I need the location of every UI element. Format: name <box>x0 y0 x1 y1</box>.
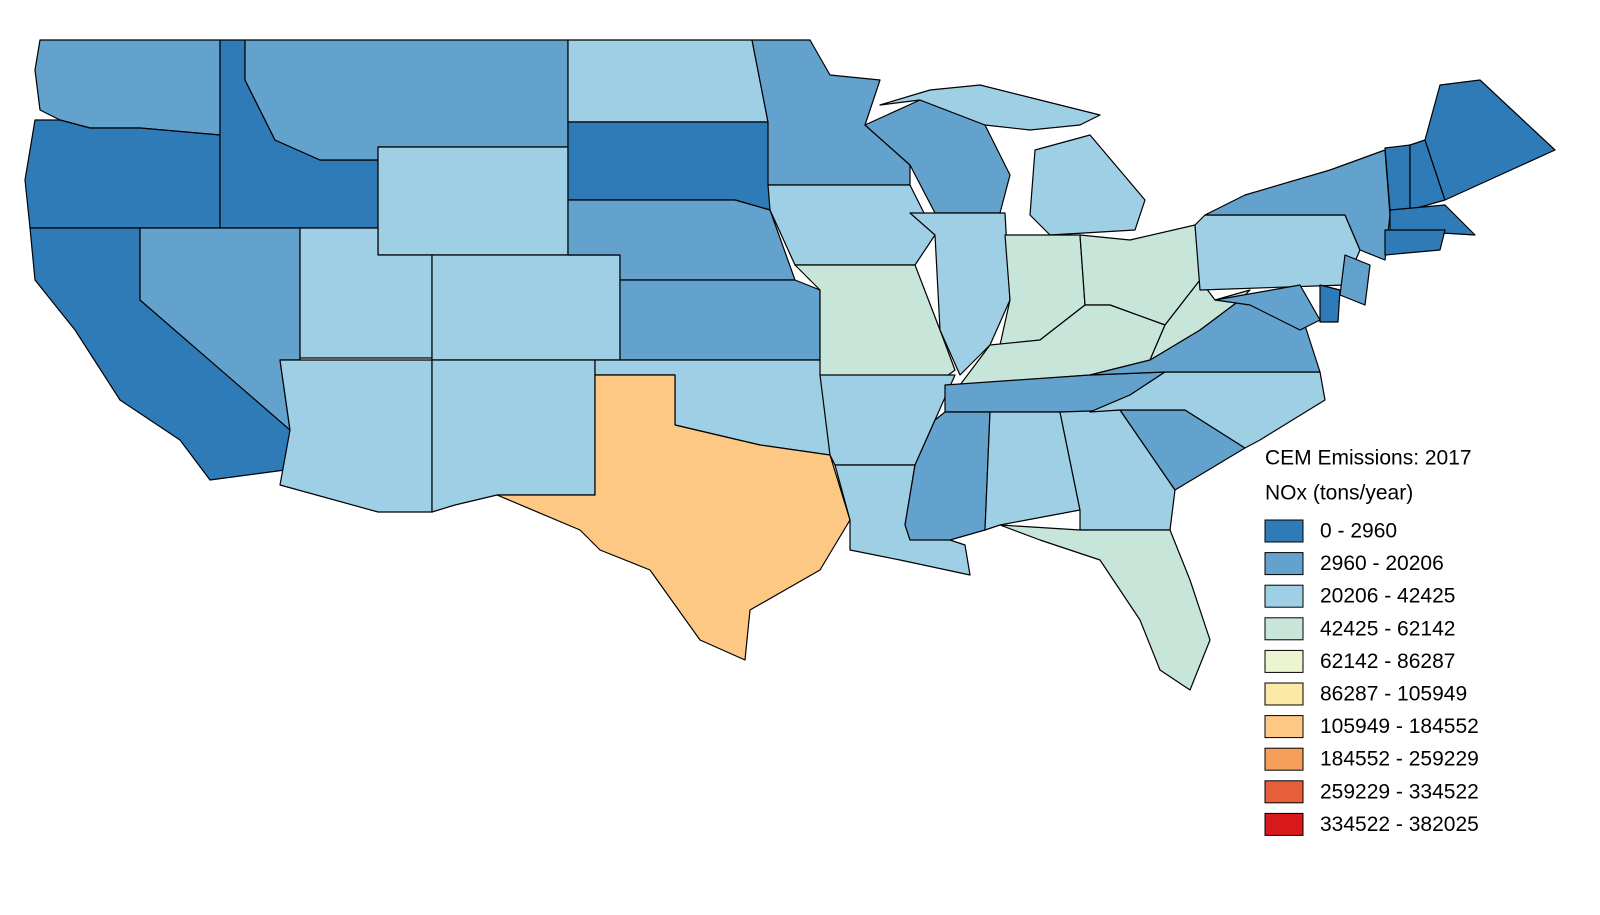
state <box>24 119 221 229</box>
state <box>1029 134 1146 236</box>
legend-label: 105949 - 184552 <box>1320 715 1479 738</box>
state <box>1384 144 1411 211</box>
state <box>984 411 1081 531</box>
legend-swatch <box>1264 649 1304 673</box>
state <box>909 212 1011 376</box>
state <box>619 279 821 361</box>
state <box>1194 214 1361 291</box>
state <box>377 146 569 256</box>
legend-label: 184552 - 259229 <box>1320 748 1479 771</box>
legend-label: 334522 - 382025 <box>1320 813 1479 836</box>
legend-swatch <box>1264 584 1304 608</box>
legend-swatch <box>1264 552 1304 576</box>
legend-swatch <box>1264 617 1304 641</box>
state <box>1089 371 1326 449</box>
legend-label: 62142 - 86287 <box>1320 650 1455 673</box>
legend-title: CEM Emissions: 2017 <box>1265 447 1472 470</box>
state <box>431 254 621 361</box>
state <box>431 359 596 513</box>
legend-swatch <box>1264 682 1304 706</box>
legend-label: 2960 - 20206 <box>1320 552 1444 575</box>
state <box>767 184 936 266</box>
state <box>567 121 771 211</box>
legend-label: 86287 - 105949 <box>1320 683 1467 706</box>
legend-label: 259229 - 334522 <box>1320 780 1479 803</box>
legend-swatch <box>1264 812 1304 836</box>
legend-swatch <box>1264 780 1304 804</box>
state <box>1424 79 1556 201</box>
state <box>496 374 851 661</box>
state <box>999 524 1211 691</box>
state <box>879 84 1101 131</box>
legend-swatch <box>1264 519 1304 543</box>
state <box>244 39 569 161</box>
state <box>1384 229 1446 256</box>
state <box>1319 284 1341 323</box>
state <box>567 39 769 123</box>
states <box>24 39 1556 691</box>
state <box>1389 204 1476 236</box>
state <box>751 39 911 186</box>
state <box>1214 284 1321 331</box>
legend-subtitle: NOx (tons/year) <box>1265 482 1413 505</box>
state <box>1339 254 1371 306</box>
legend-label: 0 - 2960 <box>1320 520 1397 543</box>
legend-label: 42425 - 62142 <box>1320 617 1455 640</box>
legend-label: 20206 - 42425 <box>1320 585 1455 608</box>
legend-swatch <box>1264 747 1304 771</box>
state <box>279 359 433 513</box>
legend-swatch <box>1264 715 1304 739</box>
